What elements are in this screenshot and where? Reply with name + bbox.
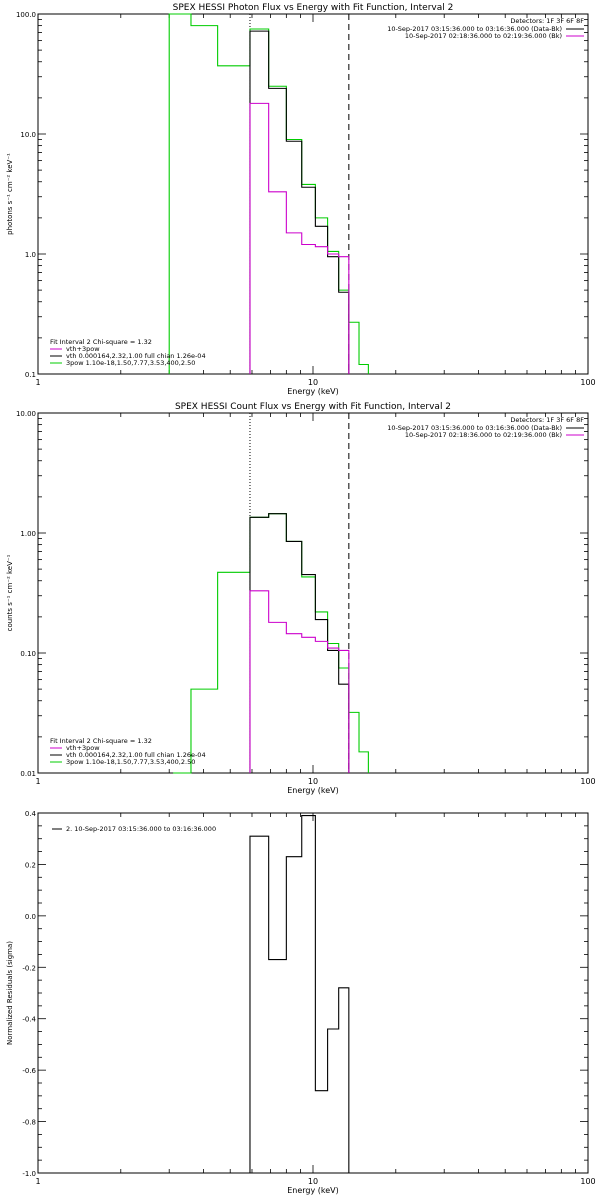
panel-residuals-y-tick-label: -0.8 bbox=[22, 1119, 36, 1127]
panel-count-legend-entry: 10-Sep-2017 03:15:36.000 to 03:16:36.000… bbox=[387, 424, 562, 432]
panel-count-legend-entry: 10-Sep-2017 02:18:36.000 to 02:19:36.000… bbox=[405, 431, 562, 439]
panel-photon-y-tick-label: 100.0 bbox=[16, 11, 36, 19]
panel-count-axes-frame bbox=[37, 412, 589, 774]
panel-count-legend-header: Detectors: 1F 3F 6F 8F bbox=[510, 416, 584, 424]
panel-photon-fit-entry: vth 0.000164,2.32,1.00 full chian 1.26e-… bbox=[66, 352, 206, 360]
panel-count-fit-entry: vth 0.000164,2.32,1.00 full chian 1.26e-… bbox=[66, 751, 206, 759]
panel-residuals-series-0 bbox=[249, 815, 350, 1173]
panel-count-x-axis-label: Energy (keV) bbox=[287, 786, 339, 795]
panel-count-x-tick-label: 1 bbox=[35, 777, 40, 786]
panel-residuals-x-tick-label: 100 bbox=[580, 1177, 595, 1186]
panel-count-x-tick-label: 100 bbox=[580, 777, 595, 786]
panel-residuals-x-tick-label: 1 bbox=[35, 1177, 40, 1186]
panel-photon-fit-entry: vth+3pow bbox=[66, 345, 100, 353]
panel-residuals-y-tick-label: -1.0 bbox=[22, 1170, 36, 1178]
panel-residuals-y-tick-label: 0.2 bbox=[25, 861, 36, 869]
panel-residuals-legend-entry: 2. 10-Sep-2017 03:15:36.000 to 03:16:36.… bbox=[66, 825, 216, 833]
panel-count-x-tick-label: 10 bbox=[308, 777, 318, 786]
panel-residuals-y-tick-label: 0.0 bbox=[25, 913, 36, 921]
panel-residuals-axes-frame bbox=[37, 812, 589, 1174]
panel-count-y-tick-label: 0.01 bbox=[20, 770, 36, 778]
panel-count-fit-entry: 3pow 1.10e-18,1.50,7.77,3.53,400,2.50 bbox=[66, 758, 195, 766]
panel-residuals-y-tick-label: -0.2 bbox=[22, 964, 36, 972]
panel-photon-fit-header: Fit Interval 2 Chi-square = 1.32 bbox=[50, 338, 152, 346]
panel-photon-legend-entry: 10-Sep-2017 03:15:36.000 to 03:16:36.000… bbox=[387, 25, 562, 33]
panel-residuals-x-axis-label: Energy (keV) bbox=[287, 1186, 339, 1195]
panel-residuals-x-tick-label: 10 bbox=[308, 1177, 318, 1186]
panel-photon-y-tick-label: 1.0 bbox=[25, 251, 36, 259]
panel-count-y-tick-label: 0.10 bbox=[20, 650, 36, 658]
panel-photon-axes-frame bbox=[37, 13, 589, 375]
panel-count-fit-header: Fit Interval 2 Chi-square = 1.32 bbox=[50, 737, 152, 745]
panel-photon-x-tick-label: 100 bbox=[580, 378, 595, 387]
panel-count-series-0 bbox=[173, 513, 369, 774]
panel-photon-legend-entry: 10-Sep-2017 02:18:36.000 to 02:19:36.000… bbox=[405, 32, 562, 40]
panel-count-y-axis-label: counts s⁻¹ cm⁻² keV⁻¹ bbox=[6, 554, 14, 631]
panel-residuals-y-tick-label: -0.4 bbox=[22, 1016, 36, 1024]
panel-count-fit-entry: vth+3pow bbox=[66, 744, 100, 752]
panel-photon-series-1 bbox=[249, 30, 350, 374]
panel-photon-y-tick-label: 0.1 bbox=[25, 371, 36, 379]
panel-photon-title: SPEX HESSI Photon Flux vs Energy with Fi… bbox=[173, 3, 454, 13]
panel-residuals-y-tick-label: -0.6 bbox=[22, 1067, 36, 1075]
panel-photon-x-tick-label: 10 bbox=[308, 378, 318, 387]
panel-count-y-tick-label: 10.00 bbox=[16, 410, 36, 418]
panel-photon-x-tick-label: 1 bbox=[35, 378, 40, 387]
panel-count-series-2 bbox=[249, 590, 350, 773]
panel-residuals-y-tick-label: 0.4 bbox=[25, 810, 37, 818]
panel-photon-legend-header: Detectors: 1F 3F 6F 8F bbox=[510, 17, 584, 25]
panel-photon-y-axis-label: photons s⁻¹ cm⁻² keV⁻¹ bbox=[6, 153, 14, 235]
panel-photon-x-axis-label: Energy (keV) bbox=[287, 387, 339, 396]
panel-residuals-y-axis-label: Normalized Residuals (sigma) bbox=[6, 941, 14, 1045]
panel-photon-series-2 bbox=[249, 102, 350, 374]
panel-count-y-tick-label: 1.00 bbox=[20, 530, 36, 538]
panel-count-series-1 bbox=[249, 513, 350, 773]
panel-photon-fit-entry: 3pow 1.10e-18,1.50,7.77,3.53,400,2.50 bbox=[66, 359, 195, 367]
panel-photon-y-tick-label: 10.0 bbox=[20, 131, 36, 139]
panel-count-title: SPEX HESSI Count Flux vs Energy with Fit… bbox=[175, 402, 451, 412]
